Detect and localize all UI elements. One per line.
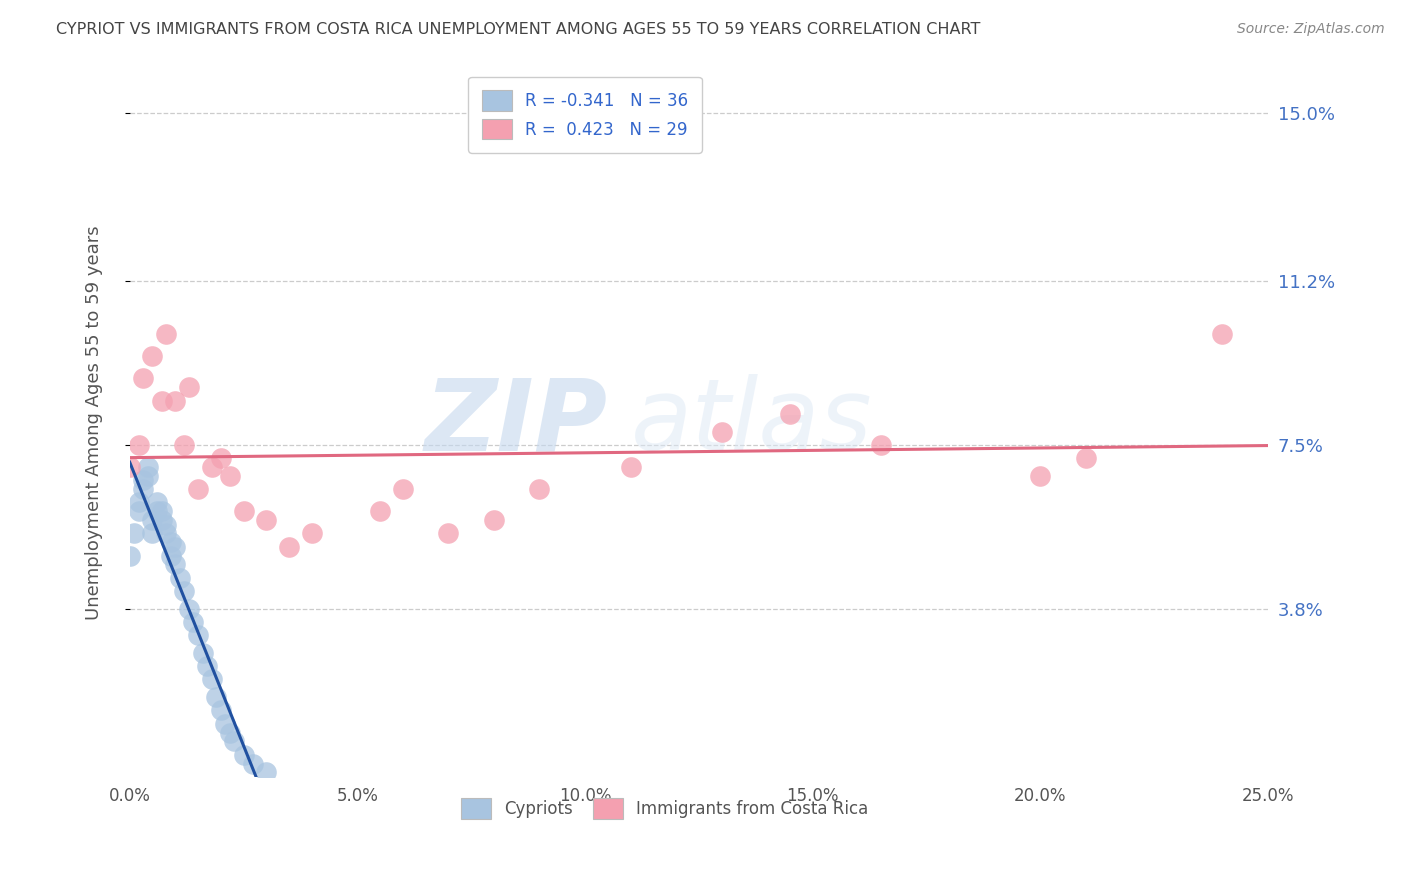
Point: [177, 380, 200, 394]
Point: [136, 460, 159, 475]
Point: [254, 513, 277, 527]
Point: [195, 659, 218, 673]
Point: [150, 513, 173, 527]
Point: [619, 460, 641, 475]
Point: [118, 549, 141, 563]
Y-axis label: Unemployment Among Ages 55 to 59 years: Unemployment Among Ages 55 to 59 years: [86, 226, 103, 620]
Point: [165, 540, 187, 554]
Point: [214, 716, 236, 731]
Point: [132, 371, 155, 385]
Point: [165, 558, 187, 572]
Point: [870, 438, 893, 452]
Text: Source: ZipAtlas.com: Source: ZipAtlas.com: [1237, 22, 1385, 37]
Point: [1029, 468, 1052, 483]
Point: [1211, 327, 1233, 342]
Point: [150, 393, 173, 408]
Point: [779, 407, 801, 421]
Point: [146, 504, 169, 518]
Point: [187, 628, 209, 642]
Point: [122, 526, 145, 541]
Point: [169, 571, 191, 585]
Point: [155, 517, 177, 532]
Point: [482, 513, 505, 527]
Text: atlas: atlas: [630, 374, 872, 471]
Legend: Cypriots, Immigrants from Costa Rica: Cypriots, Immigrants from Costa Rica: [454, 791, 875, 825]
Point: [155, 327, 177, 342]
Point: [159, 535, 181, 549]
Point: [209, 451, 232, 466]
Point: [141, 349, 163, 363]
Point: [201, 460, 224, 475]
Point: [173, 438, 195, 452]
Point: [159, 549, 181, 563]
Text: ZIP: ZIP: [425, 374, 607, 471]
Point: [392, 482, 415, 496]
Point: [301, 526, 323, 541]
Point: [368, 504, 391, 518]
Point: [165, 393, 187, 408]
Point: [150, 504, 173, 518]
Point: [191, 646, 214, 660]
Point: [132, 482, 155, 496]
Point: [437, 526, 460, 541]
Point: [201, 673, 224, 687]
Point: [118, 460, 141, 475]
Point: [141, 526, 163, 541]
Point: [218, 725, 240, 739]
Point: [232, 504, 254, 518]
Point: [141, 513, 163, 527]
Point: [155, 526, 177, 541]
Point: [218, 468, 240, 483]
Point: [529, 482, 551, 496]
Point: [278, 540, 301, 554]
Point: [128, 438, 150, 452]
Point: [232, 747, 254, 762]
Point: [128, 495, 150, 509]
Point: [132, 473, 155, 487]
Point: [254, 765, 277, 780]
Point: [205, 690, 228, 705]
Point: [710, 425, 733, 439]
Point: [242, 756, 264, 771]
Point: [224, 734, 246, 748]
Point: [209, 703, 232, 717]
Point: [128, 504, 150, 518]
Point: [136, 468, 159, 483]
Point: [187, 482, 209, 496]
Point: [1074, 451, 1097, 466]
Point: [146, 495, 169, 509]
Point: [173, 583, 195, 598]
Point: [177, 601, 200, 615]
Point: [183, 615, 205, 629]
Text: CYPRIOT VS IMMIGRANTS FROM COSTA RICA UNEMPLOYMENT AMONG AGES 55 TO 59 YEARS COR: CYPRIOT VS IMMIGRANTS FROM COSTA RICA UN…: [56, 22, 980, 37]
